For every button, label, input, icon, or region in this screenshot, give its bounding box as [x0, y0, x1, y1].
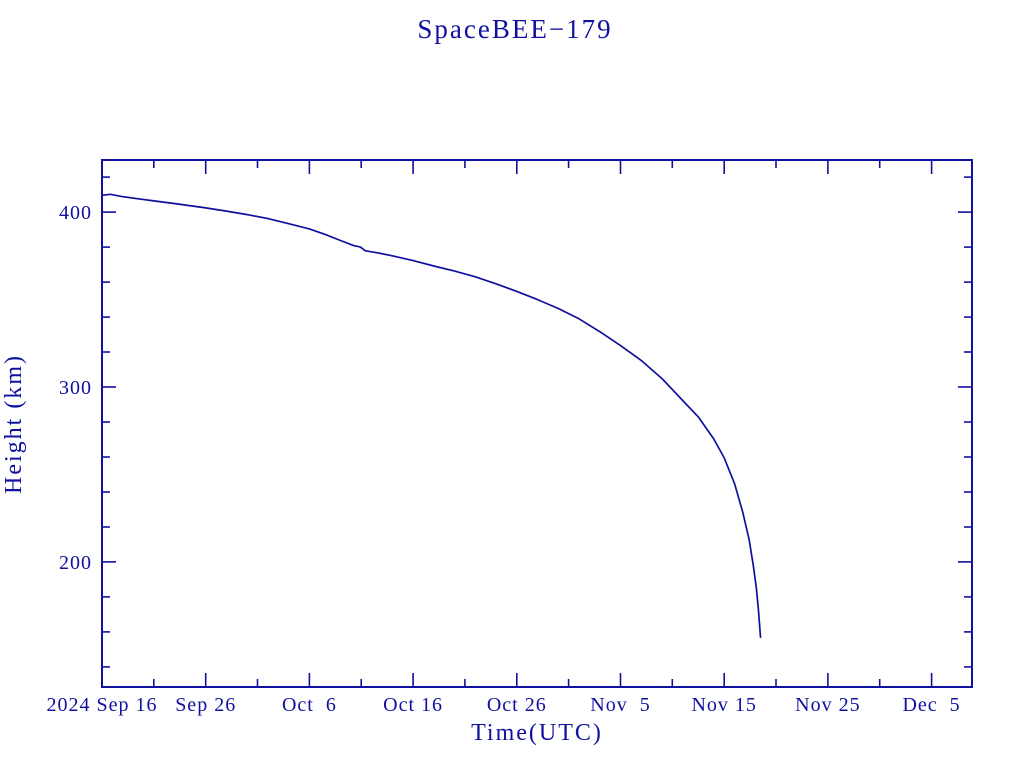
x-tick-label: Oct 26	[487, 694, 547, 716]
y-axis-tick-labels: 200 300 400	[59, 202, 92, 574]
x-tick-label: Oct 16	[383, 694, 443, 716]
y-tick-label: 300	[59, 377, 92, 399]
y-tick-label: 400	[59, 202, 92, 224]
y-axis-title: Height (km)	[1, 354, 27, 494]
chart-title: SpaceBEE−179	[417, 14, 612, 44]
x-tick-label: 2024 Sep 16	[47, 694, 158, 716]
x-axis-tick-labels: 2024 Sep 16 Sep 26 Oct 6 Oct 16 Oct 26 Nov 5 N…	[47, 694, 960, 716]
x-tick-label: Nov 15	[691, 694, 756, 716]
x-tick-label: Nov 25	[795, 694, 860, 716]
decay-curve	[101, 193, 762, 639]
y-axis-ticks	[102, 176, 972, 668]
x-tick-label: Dec 5	[902, 694, 960, 716]
y-tick-label: 200	[59, 552, 92, 574]
x-tick-label: Oct 6	[282, 694, 337, 716]
x-axis-ticks	[101, 160, 933, 687]
x-tick-label: Nov 5	[590, 694, 650, 716]
plot-frame	[101, 159, 973, 688]
x-axis-title: Time(UTC)	[471, 720, 603, 746]
x-tick-label: Sep 26	[175, 694, 236, 716]
